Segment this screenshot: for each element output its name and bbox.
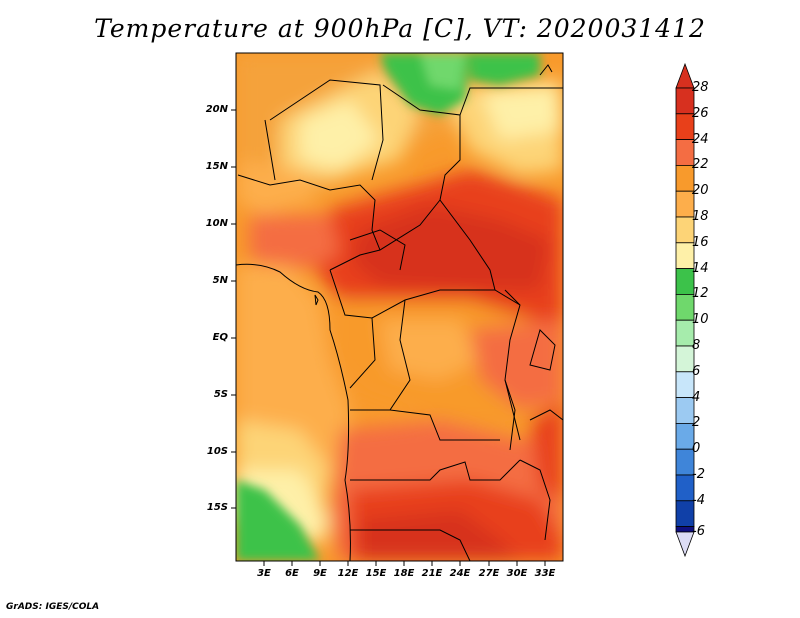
lat-label-5n: 5N	[212, 275, 228, 286]
colorbar-label: 8	[692, 338, 701, 353]
lon-label-33e: 33E	[534, 568, 556, 579]
lon-label-27e: 27E	[478, 568, 500, 579]
lat-label-15n: 15N	[205, 161, 228, 172]
colorbar-label: 24	[692, 132, 709, 147]
lon-label-9e: 9E	[313, 568, 327, 579]
lon-label-6e: 6E	[285, 568, 299, 579]
grads-credit: GrADS: IGES/COLA	[6, 602, 100, 612]
lat-label-20n: 20N	[205, 104, 228, 115]
map-frame	[235, 52, 564, 562]
lon-label-15e: 15E	[365, 568, 387, 579]
lat-label-5s: 5S	[213, 389, 228, 400]
colorbar-label: -2	[692, 467, 705, 482]
colorbar-label: 14	[692, 261, 709, 276]
lat-label-eq: EQ	[212, 332, 228, 343]
colorbar-label: 12	[692, 286, 709, 301]
colorbar-label: 16	[692, 235, 709, 250]
lon-label-3e: 3E	[257, 568, 271, 579]
borders-coastlines	[236, 64, 563, 561]
colorbar-label: 0	[692, 441, 701, 456]
lon-label-24e: 24E	[449, 568, 471, 579]
colorbar-label: 18	[692, 209, 709, 224]
colorbar-label: -4	[692, 493, 705, 508]
colorbar-label: 10	[692, 312, 709, 327]
colorbar-label: 22	[692, 157, 709, 172]
colorbar-bottom-triangle	[675, 531, 695, 558]
colorbar-label: 28	[692, 80, 709, 95]
temperature-field	[236, 53, 563, 561]
lon-label-30e: 30E	[506, 568, 528, 579]
colorbar-label: 6	[692, 364, 701, 379]
lon-label-18e: 18E	[393, 568, 415, 579]
colorbar-label: 26	[692, 106, 709, 121]
colorbar-label: 20	[692, 183, 709, 198]
lat-label-15s: 15S	[206, 502, 228, 513]
colorbar-label: -6	[692, 524, 705, 539]
lon-label-12e: 12E	[337, 568, 359, 579]
axis-ticks	[231, 109, 546, 566]
lat-label-10s: 10S	[206, 446, 228, 457]
colorbar	[675, 62, 695, 558]
colorbar-label: 4	[692, 390, 701, 405]
lat-label-10n: 10N	[205, 218, 228, 229]
map-title: Temperature at 900hPa [C], VT: 202003141…	[94, 14, 706, 43]
colorbar-label: 2	[692, 415, 701, 430]
lon-label-21e: 21E	[421, 568, 443, 579]
